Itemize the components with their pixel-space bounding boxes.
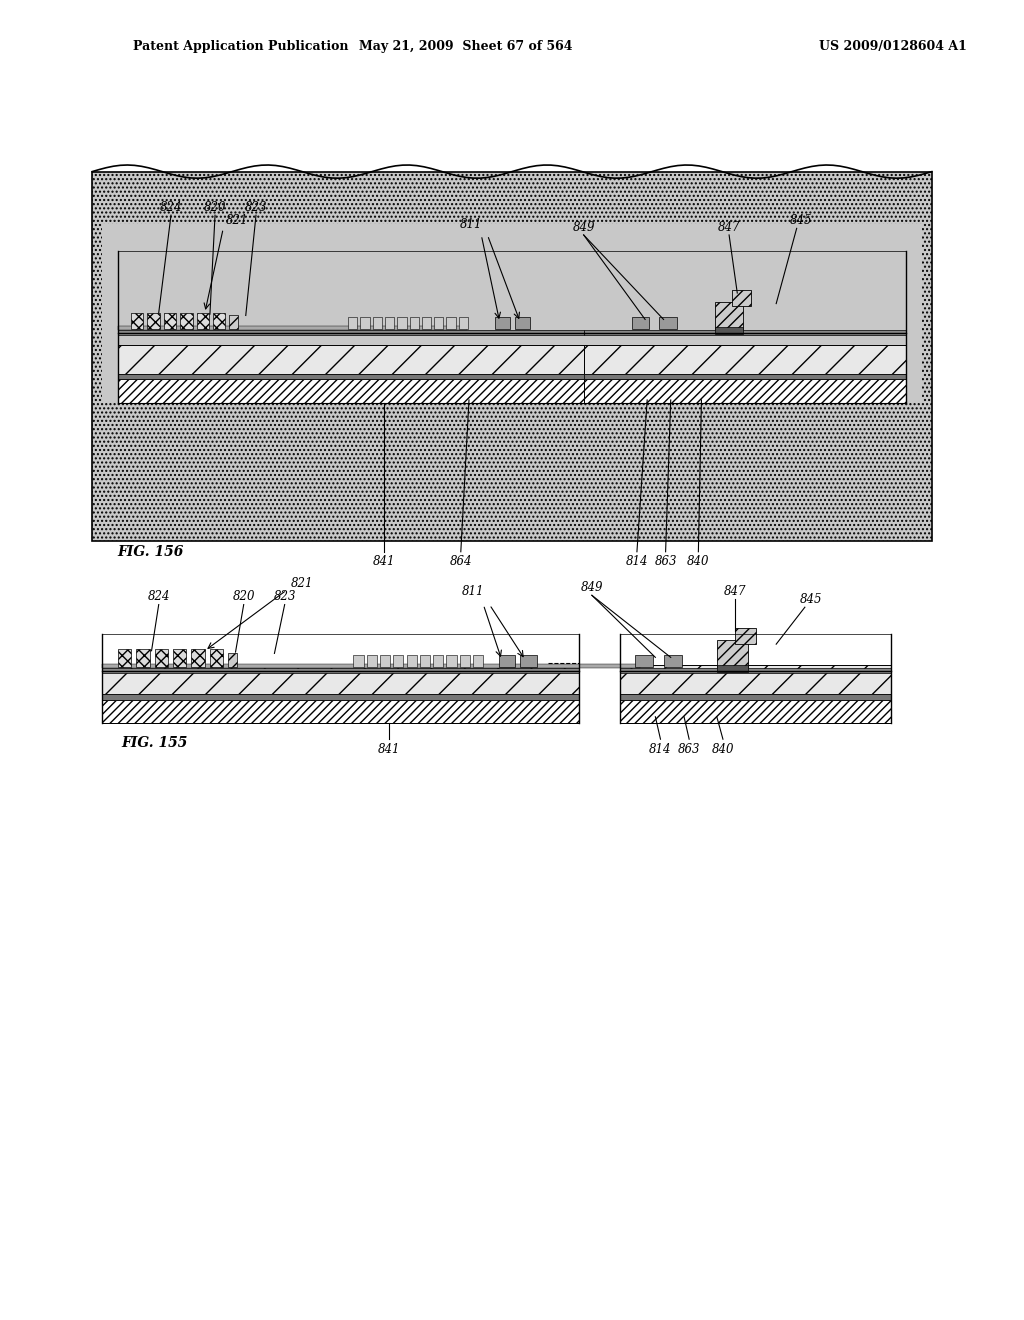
Bar xyxy=(620,665,891,694)
Text: 814: 814 xyxy=(649,743,672,756)
Text: 849: 849 xyxy=(572,220,595,234)
Text: FIG. 156: FIG. 156 xyxy=(118,545,184,558)
Bar xyxy=(373,317,382,329)
Text: 824: 824 xyxy=(147,590,170,603)
Bar xyxy=(664,655,682,667)
Bar xyxy=(393,655,403,667)
Text: 823: 823 xyxy=(245,201,267,214)
Bar xyxy=(495,317,510,329)
Bar xyxy=(397,317,407,329)
Bar xyxy=(173,649,186,667)
Bar xyxy=(715,302,743,329)
Bar xyxy=(118,374,584,379)
Text: 840: 840 xyxy=(687,554,710,568)
Text: US 2009/0128604 A1: US 2009/0128604 A1 xyxy=(819,40,967,53)
Bar xyxy=(102,224,922,403)
Text: 820: 820 xyxy=(204,201,226,214)
Bar xyxy=(348,317,357,329)
Bar xyxy=(213,313,225,329)
Bar xyxy=(410,317,419,329)
Text: 849: 849 xyxy=(581,581,603,594)
Bar xyxy=(360,317,370,329)
Bar xyxy=(520,655,537,667)
Bar xyxy=(620,694,891,700)
Bar xyxy=(715,327,743,334)
Text: 847: 847 xyxy=(724,585,746,598)
Bar xyxy=(118,345,584,374)
Bar xyxy=(118,649,131,667)
Bar xyxy=(584,379,906,403)
Text: 821: 821 xyxy=(226,214,249,227)
Bar xyxy=(102,694,579,700)
Bar xyxy=(385,317,394,329)
Bar xyxy=(420,655,430,667)
Text: 811: 811 xyxy=(460,218,482,231)
Bar xyxy=(92,172,932,541)
Bar xyxy=(460,655,470,667)
Bar xyxy=(136,649,150,667)
Bar xyxy=(717,665,748,672)
Text: 841: 841 xyxy=(378,743,400,756)
Bar xyxy=(635,655,653,667)
Text: 863: 863 xyxy=(654,554,677,568)
Bar xyxy=(717,640,748,667)
Bar xyxy=(459,317,468,329)
Bar xyxy=(422,317,431,329)
Bar xyxy=(620,700,891,723)
Bar xyxy=(515,317,530,329)
Bar xyxy=(118,379,584,403)
Bar xyxy=(102,664,640,668)
Text: FIG. 155: FIG. 155 xyxy=(121,737,187,750)
Bar xyxy=(147,313,160,329)
Bar xyxy=(102,700,579,723)
Bar xyxy=(732,290,751,306)
Text: Patent Application Publication: Patent Application Publication xyxy=(133,40,348,53)
Bar xyxy=(632,317,649,329)
Bar xyxy=(584,345,906,374)
Bar xyxy=(210,649,223,667)
Bar xyxy=(353,655,364,667)
Bar xyxy=(407,655,417,667)
Bar xyxy=(434,317,443,329)
Text: 841: 841 xyxy=(373,554,395,568)
Bar xyxy=(118,326,467,330)
Bar xyxy=(446,655,457,667)
Text: 824: 824 xyxy=(160,201,182,214)
Text: 845: 845 xyxy=(800,593,822,606)
Bar xyxy=(197,313,209,329)
Text: May 21, 2009  Sheet 67 of 564: May 21, 2009 Sheet 67 of 564 xyxy=(359,40,572,53)
Bar xyxy=(499,655,515,667)
Bar xyxy=(155,649,168,667)
Bar xyxy=(433,655,443,667)
Bar xyxy=(584,374,906,379)
Bar xyxy=(228,653,237,667)
Bar xyxy=(229,315,238,329)
Text: 863: 863 xyxy=(678,743,700,756)
Bar xyxy=(131,313,143,329)
Text: 845: 845 xyxy=(790,214,812,227)
Bar xyxy=(180,313,193,329)
Bar xyxy=(473,655,483,667)
Bar xyxy=(102,668,579,673)
Bar xyxy=(102,665,579,694)
Bar xyxy=(584,330,906,335)
Bar xyxy=(367,655,377,667)
Bar xyxy=(446,317,456,329)
Bar xyxy=(620,668,891,673)
Text: 814: 814 xyxy=(626,554,648,568)
Text: 823: 823 xyxy=(273,590,296,603)
Text: 864: 864 xyxy=(450,554,472,568)
Bar xyxy=(164,313,176,329)
Text: 820: 820 xyxy=(232,590,255,603)
Bar xyxy=(735,628,756,644)
Text: 821: 821 xyxy=(291,577,313,590)
Text: 847: 847 xyxy=(718,220,740,234)
Text: 811: 811 xyxy=(462,585,484,598)
Text: 840: 840 xyxy=(712,743,734,756)
Bar xyxy=(380,655,390,667)
Bar xyxy=(659,317,677,329)
Bar xyxy=(118,330,584,335)
Bar xyxy=(191,649,205,667)
